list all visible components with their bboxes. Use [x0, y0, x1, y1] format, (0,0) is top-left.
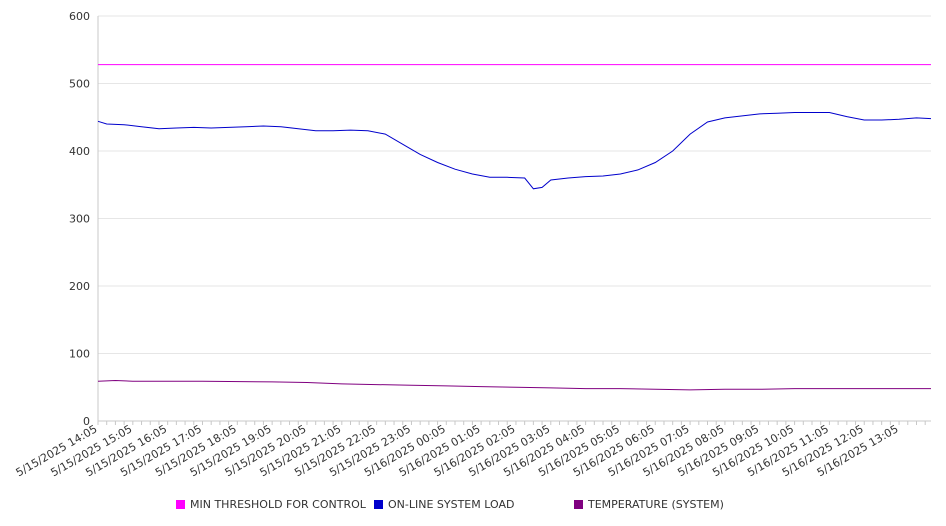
series-line-1 — [97, 112, 932, 190]
legend-swatch-min-threshold — [176, 500, 185, 509]
y-tick-label-300: 300 — [69, 213, 90, 226]
y-tick-label-400: 400 — [69, 145, 90, 158]
series-lines — [97, 64, 932, 391]
x-axis-tick-labels: 5/15/2025 14:055/15/2025 15:055/15/2025 … — [14, 422, 901, 479]
y-axis-tick-labels: 0 100 200 300 400 500 600 — [69, 10, 90, 428]
y-tick-label-200: 200 — [69, 280, 90, 293]
legend-item-system-load: ON-LINE SYSTEM LOAD — [374, 498, 514, 511]
legend-label-system-load: ON-LINE SYSTEM LOAD — [388, 498, 515, 511]
legend-item-temperature: TEMPERATURE (SYSTEM) — [574, 498, 724, 511]
legend-label-temperature: TEMPERATURE (SYSTEM) — [588, 498, 724, 511]
y-tick-label-500: 500 — [69, 78, 90, 91]
axes — [97, 16, 931, 425]
series-line-2 — [97, 379, 931, 391]
grid-lines — [98, 15, 931, 354]
legend-label-min-threshold: MIN THRESHOLD FOR CONTROL — [190, 498, 366, 511]
legend-swatch-system-load — [374, 500, 383, 509]
y-tick-label-0: 0 — [83, 415, 90, 428]
legend-item-min-threshold: MIN THRESHOLD FOR CONTROL — [176, 498, 366, 511]
y-tick-label-600: 600 — [69, 10, 90, 23]
y-tick-label-100: 100 — [69, 348, 90, 361]
legend-swatch-temperature — [574, 500, 583, 509]
